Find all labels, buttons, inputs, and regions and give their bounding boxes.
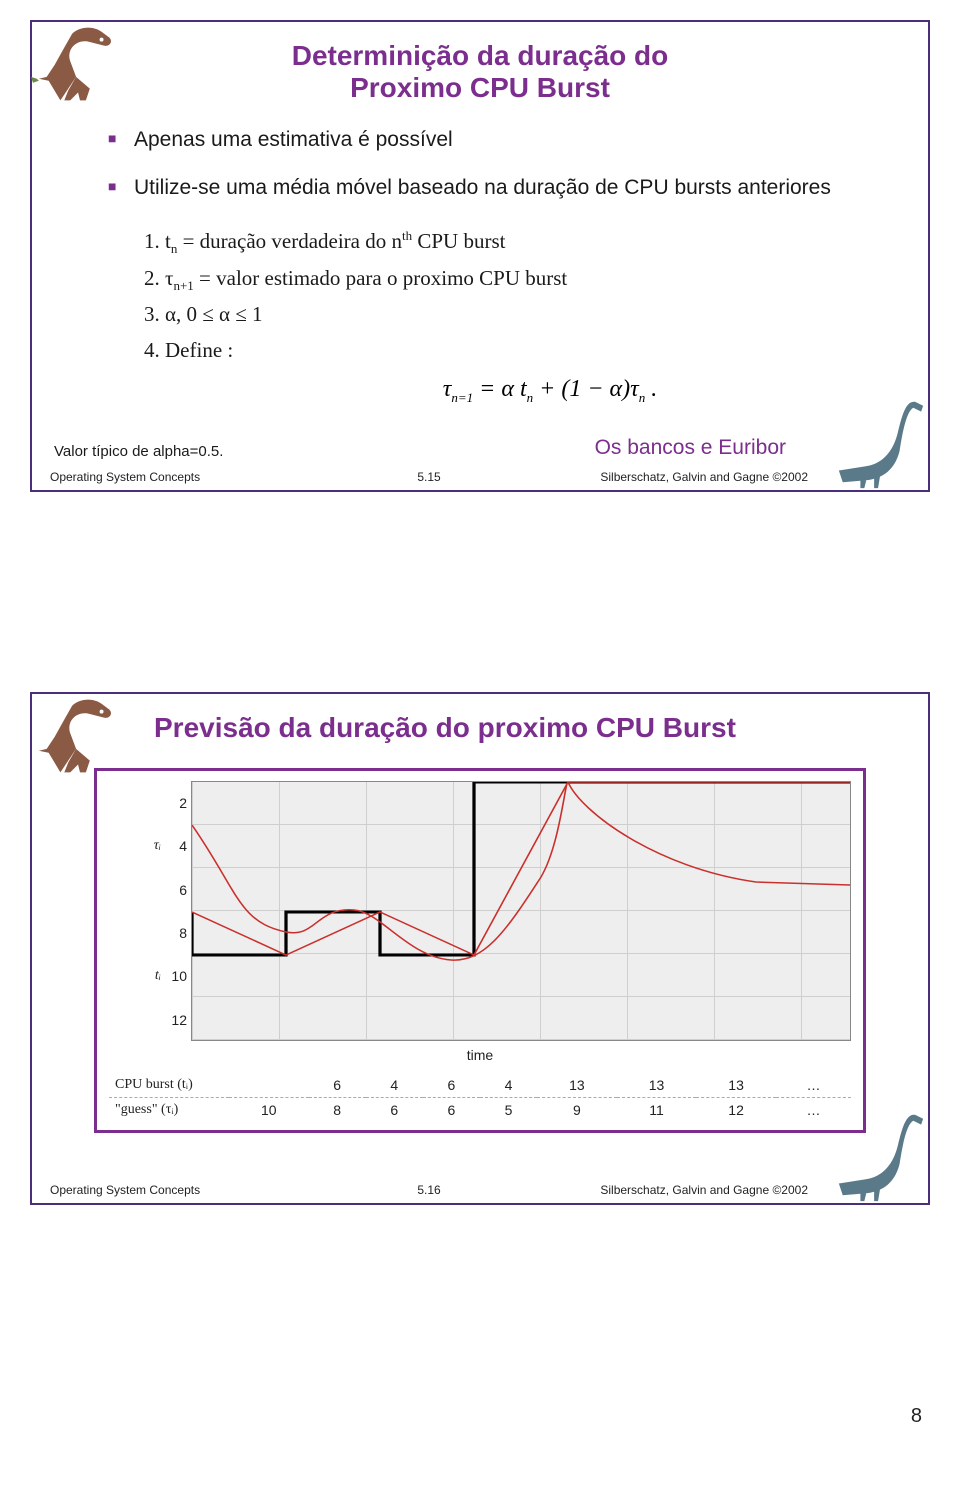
table-cell: 4 — [366, 1073, 423, 1098]
math-line-4: 4. Define : — [144, 333, 906, 369]
y-tick: 6 — [179, 882, 187, 898]
chart-data-table: CPU burst (tᵢ) 6 4 6 4 13 13 13 … "guess… — [109, 1073, 851, 1122]
y-tick: 4 — [179, 838, 187, 854]
table-cell: 12 — [696, 1098, 776, 1123]
table-cell: … — [776, 1073, 851, 1098]
math-line-1: 1. tn = duração verdadeira do nth CPU bu… — [144, 224, 906, 260]
y-axis-series-labels: τᵢ tᵢ — [109, 781, 167, 1041]
y-label-t: tᵢ — [155, 968, 161, 984]
table-row: CPU burst (tᵢ) 6 4 6 4 13 13 13 … — [109, 1073, 851, 1098]
table-row: "guess" (τᵢ) 10 8 6 6 5 9 11 12 … — [109, 1098, 851, 1123]
slide-title: Previsão da duração do proximo CPU Burst — [154, 712, 906, 744]
brontosaurus-icon — [826, 394, 934, 492]
y-tick: 8 — [179, 925, 187, 941]
slide-footer: Operating System Concepts 5.16 Silbersch… — [50, 1183, 808, 1197]
bullet-text: Apenas uma estimativa é possível — [134, 128, 453, 151]
bullet-item: Utilize-se uma média móvel baseado na du… — [108, 176, 906, 200]
chart-plot — [191, 781, 851, 1041]
chart-area: τᵢ tᵢ 12 10 8 6 4 2 — [109, 781, 851, 1041]
slide-1: Determinição da duração doProximo CPU Bu… — [30, 20, 930, 492]
notes-row: Valor típico de alpha=0.5. Os bancos e E… — [54, 436, 906, 460]
y-tick: 12 — [171, 1012, 187, 1028]
chart-frame: τᵢ tᵢ 12 10 8 6 4 2 time CPU — [94, 768, 866, 1133]
y-tick: 2 — [179, 795, 187, 811]
y-tick: 10 — [171, 968, 187, 984]
brontosaurus-icon — [826, 1107, 934, 1205]
slide-2: Previsão da duração do proximo CPU Burst… — [30, 692, 930, 1205]
row-label: CPU burst (tᵢ) — [109, 1073, 229, 1098]
footer-center: 5.15 — [417, 470, 440, 484]
table-cell: 8 — [309, 1098, 366, 1123]
math-definitions: 1. tn = duração verdadeira do nth CPU bu… — [144, 224, 906, 368]
page-number: 8 — [30, 1405, 930, 1428]
y-axis-ticks: 12 10 8 6 4 2 — [167, 781, 191, 1041]
footer-right: Silberschatz, Galvin and Gagne ©2002 — [600, 470, 808, 484]
table-cell: 10 — [229, 1098, 309, 1123]
banks-note: Os bancos e Euribor — [595, 436, 786, 460]
series-tau-line — [192, 782, 850, 960]
table-cell: 6 — [423, 1098, 480, 1123]
trex-icon — [26, 692, 134, 790]
table-cell: 6 — [423, 1073, 480, 1098]
x-axis-label: time — [109, 1047, 851, 1063]
table-cell: 6 — [366, 1098, 423, 1123]
footer-left: Operating System Concepts — [50, 1183, 200, 1197]
footer-left: Operating System Concepts — [50, 470, 200, 484]
table-cell: 5 — [480, 1098, 537, 1123]
title-text: Determinição da duração doProximo CPU Bu… — [292, 40, 669, 103]
alpha-note: Valor típico de alpha=0.5. — [54, 443, 223, 460]
y-label-tau: τᵢ — [154, 838, 161, 854]
math-line-2: 2. τn+1 = valor estimado para o proximo … — [144, 261, 906, 297]
slide-footer: Operating System Concepts 5.15 Silbersch… — [50, 470, 808, 484]
footer-center: 5.16 — [417, 1183, 440, 1197]
series-t-line — [192, 782, 850, 955]
table-cell: 13 — [696, 1073, 776, 1098]
bullet-item: Apenas uma estimativa é possível — [108, 128, 906, 152]
trex-icon — [26, 20, 134, 118]
table-cell: 6 — [309, 1073, 366, 1098]
formula: τn=1 = α tn + (1 − α)τn . — [194, 376, 906, 406]
table-cell: 13 — [617, 1073, 697, 1098]
table-cell: 13 — [537, 1073, 617, 1098]
footer-right: Silberschatz, Galvin and Gagne ©2002 — [600, 1183, 808, 1197]
table-cell: 11 — [617, 1098, 697, 1123]
row-label: "guess" (τᵢ) — [109, 1098, 229, 1123]
bullet-text: Utilize-se uma média móvel baseado na du… — [134, 176, 831, 199]
math-line-3: 3. α, 0 ≤ α ≤ 1 — [144, 297, 906, 333]
bullet-list: Apenas uma estimativa é possível Utilize… — [108, 128, 906, 200]
slide-title: Determinição da duração doProximo CPU Bu… — [54, 40, 906, 104]
table-cell: 9 — [537, 1098, 617, 1123]
table-cell: 4 — [480, 1073, 537, 1098]
